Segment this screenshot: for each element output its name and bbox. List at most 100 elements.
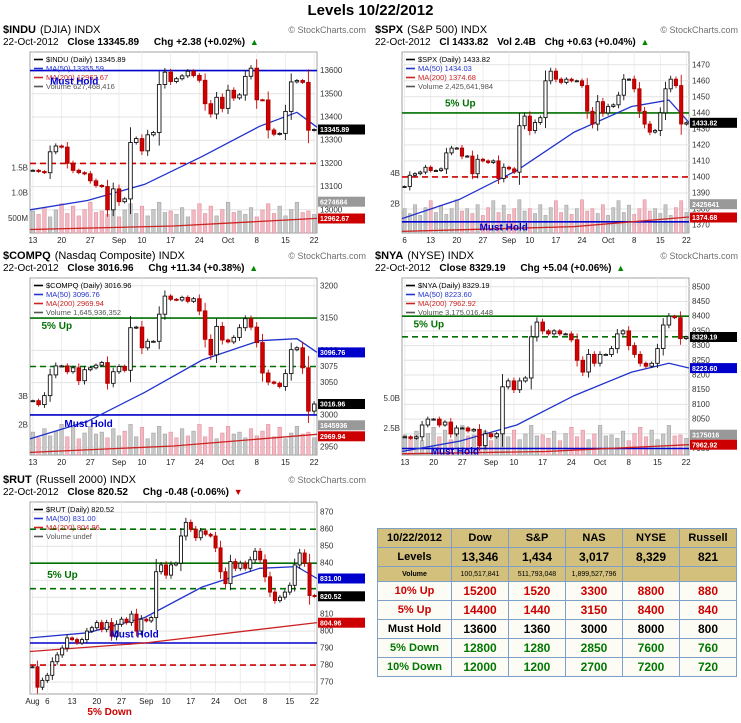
svg-text:1420: 1420 — [692, 140, 710, 149]
svg-text:Sep: Sep — [112, 458, 127, 467]
svg-text:MA(50) 13355.59: MA(50) 13355.59 — [46, 64, 104, 73]
svg-text:Oct: Oct — [594, 458, 607, 467]
svg-text:840: 840 — [320, 559, 334, 568]
change-arrow-icon: ▼ — [233, 487, 243, 497]
svg-text:7962.92: 7962.92 — [692, 442, 717, 449]
table-cell: 800 — [679, 619, 737, 639]
table-cell: 1,434 — [508, 547, 566, 567]
svg-text:3000: 3000 — [320, 410, 338, 419]
svg-text:5% Up: 5% Up — [42, 321, 73, 332]
svg-text:22: 22 — [310, 458, 319, 467]
svg-text:8450: 8450 — [692, 297, 710, 306]
table-row-must-hold: Must Hold 13600 1360 3000 8000 800 — [377, 619, 737, 639]
svg-text:Sep: Sep — [112, 236, 127, 245]
table-cell: 1200 — [508, 657, 566, 677]
svg-text:20: 20 — [452, 236, 461, 245]
svg-text:24: 24 — [578, 236, 587, 245]
svg-text:804.96: 804.96 — [320, 620, 342, 627]
svg-text:13: 13 — [426, 236, 435, 245]
table-header-cell: Dow — [451, 528, 509, 548]
svg-text:1440: 1440 — [692, 108, 710, 117]
row-label: Volume — [377, 566, 452, 582]
svg-text:8350: 8350 — [692, 326, 710, 335]
chart-indu: $INDU (DJIA) INDX © StockCharts.com 22-O… — [3, 24, 366, 251]
svg-text:2425641: 2425641 — [692, 202, 719, 209]
table-cell: 8800 — [622, 581, 680, 601]
change-arrow-icon: ▲ — [249, 263, 259, 273]
table-header-cell: 10/22/2012 — [377, 528, 452, 548]
svg-text:15: 15 — [281, 458, 290, 467]
svg-text:780: 780 — [320, 661, 334, 670]
svg-text:13: 13 — [68, 697, 77, 706]
chart-desc: (S&P 500) INDX — [407, 24, 488, 36]
chart-subheader: 22-Oct-2012 Close 820.52 Chg -0.48 (-0.0… — [3, 487, 366, 499]
table-cell — [679, 566, 737, 582]
svg-text:Must Hold: Must Hold — [50, 77, 98, 88]
svg-text:Volume 627,468,416: Volume 627,468,416 — [46, 82, 115, 91]
svg-text:17: 17 — [538, 458, 547, 467]
chart-symbol: $RUT — [3, 474, 32, 486]
svg-text:24: 24 — [195, 458, 204, 467]
table-cell: 1440 — [508, 600, 566, 620]
svg-text:Oct: Oct — [222, 458, 235, 467]
svg-text:10: 10 — [162, 697, 171, 706]
chart-subheader: 22-Oct-2012 Close 13345.89 Chg +2.38 (+0… — [3, 37, 366, 49]
chart-header: $COMPQ (Nasdaq Composite) INDX © StockCh… — [3, 250, 366, 263]
svg-text:10: 10 — [525, 236, 534, 245]
table-cell: 8400 — [622, 600, 680, 620]
svg-text:13300: 13300 — [320, 136, 343, 145]
table-cell: 12800 — [451, 638, 509, 658]
svg-text:13500: 13500 — [320, 89, 343, 98]
svg-text:3075: 3075 — [320, 362, 338, 371]
svg-text:8: 8 — [626, 458, 631, 467]
chart-symbol: $SPX — [375, 24, 404, 36]
svg-text:13000: 13000 — [320, 205, 343, 214]
svg-text:1470: 1470 — [692, 60, 710, 69]
svg-text:8100: 8100 — [692, 400, 710, 409]
svg-text:17: 17 — [166, 236, 175, 245]
svg-text:27: 27 — [86, 458, 95, 467]
chart-date: 22-Oct-2012 — [3, 37, 59, 48]
svg-text:Must Hold: Must Hold — [431, 447, 479, 458]
row-label: Must Hold — [377, 619, 452, 639]
svg-text:MA(200) 12962.67: MA(200) 12962.67 — [46, 73, 108, 82]
svg-text:$COMPQ (Daily) 3016.96: $COMPQ (Daily) 3016.96 — [46, 281, 131, 290]
change-arrow-icon: ▲ — [249, 37, 259, 47]
svg-text:Must Hold: Must Hold — [110, 630, 158, 641]
svg-text:1433.82: 1433.82 — [692, 121, 717, 128]
svg-text:860: 860 — [320, 525, 334, 534]
chart-date: 22-Oct-2012 — [3, 487, 59, 498]
svg-text:27: 27 — [117, 697, 126, 706]
svg-text:20: 20 — [92, 697, 101, 706]
copyright-text: © StockCharts.com — [288, 475, 366, 485]
page-title: Levels 10/22/2012 — [307, 2, 434, 19]
chart-date: 22-Oct-2012 — [375, 263, 431, 274]
chart-close: Cl 1433.82 — [439, 37, 489, 48]
chart-chg: Chg +11.34 (+0.38%) — [148, 263, 245, 274]
svg-text:15: 15 — [285, 697, 294, 706]
chart-header: $SPX (S&P 500) INDX © StockCharts.com — [375, 24, 738, 37]
chart-vol: Vol 2.4B — [497, 37, 536, 48]
table-row-5-down: 5% Down 12800 1280 2850 7600 760 — [377, 638, 737, 658]
svg-text:Oct: Oct — [222, 236, 235, 245]
svg-text:13345.89: 13345.89 — [320, 127, 349, 134]
svg-text:13100: 13100 — [320, 182, 343, 191]
svg-text:$INDU (Daily) 13345.89: $INDU (Daily) 13345.89 — [46, 55, 126, 64]
chart-chg: Chg +2.38 (+0.02%) — [153, 37, 246, 48]
table-cell: 3150 — [565, 600, 623, 620]
chart-header: $INDU (DJIA) INDX © StockCharts.com — [3, 24, 366, 37]
svg-text:8: 8 — [263, 697, 268, 706]
table-cell: 840 — [679, 600, 737, 620]
svg-text:820.52: 820.52 — [320, 594, 342, 601]
table-cell: 13,346 — [451, 547, 509, 567]
svg-text:27: 27 — [86, 236, 95, 245]
svg-text:3200: 3200 — [320, 281, 338, 290]
svg-text:27: 27 — [478, 236, 487, 245]
svg-text:8300: 8300 — [692, 341, 710, 350]
chart-symbol: $COMPQ — [3, 250, 51, 262]
svg-text:8329.19: 8329.19 — [692, 335, 717, 342]
svg-text:3B: 3B — [18, 392, 28, 401]
svg-text:850: 850 — [320, 542, 334, 551]
svg-text:8050: 8050 — [692, 415, 710, 424]
table-cell: 2700 — [565, 657, 623, 677]
